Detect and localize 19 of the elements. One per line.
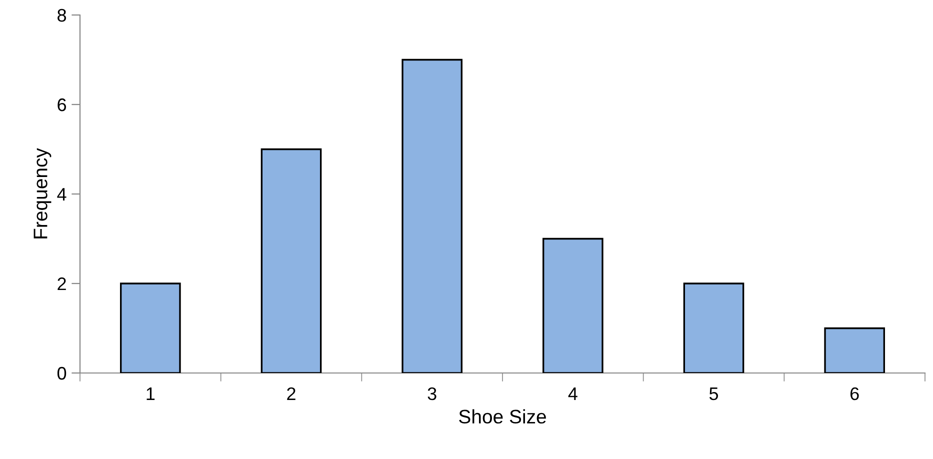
- x-tick-label: 1: [146, 388, 155, 400]
- y-axis-title: Frequency: [34, 148, 52, 238]
- y-tick-label: 8: [58, 8, 66, 22]
- x-tick-label: 3: [428, 387, 436, 400]
- bar: [683, 282, 744, 373]
- bar: [824, 327, 885, 373]
- x-tick-label: 4: [568, 388, 578, 400]
- bar: [120, 282, 181, 373]
- y-tick-label: 4: [57, 188, 66, 201]
- x-tick-label: 5: [709, 388, 718, 400]
- bar: [402, 58, 462, 373]
- x-axis-title: Shoe Size: [459, 409, 546, 424]
- y-tick-label: 0: [57, 366, 66, 380]
- y-tick-label: 2: [58, 277, 66, 290]
- y-tick-label: 6: [58, 98, 66, 112]
- bar: [542, 238, 604, 373]
- x-tick-label: 2: [287, 387, 296, 400]
- bar: [260, 148, 322, 373]
- x-tick-label: 6: [850, 387, 859, 400]
